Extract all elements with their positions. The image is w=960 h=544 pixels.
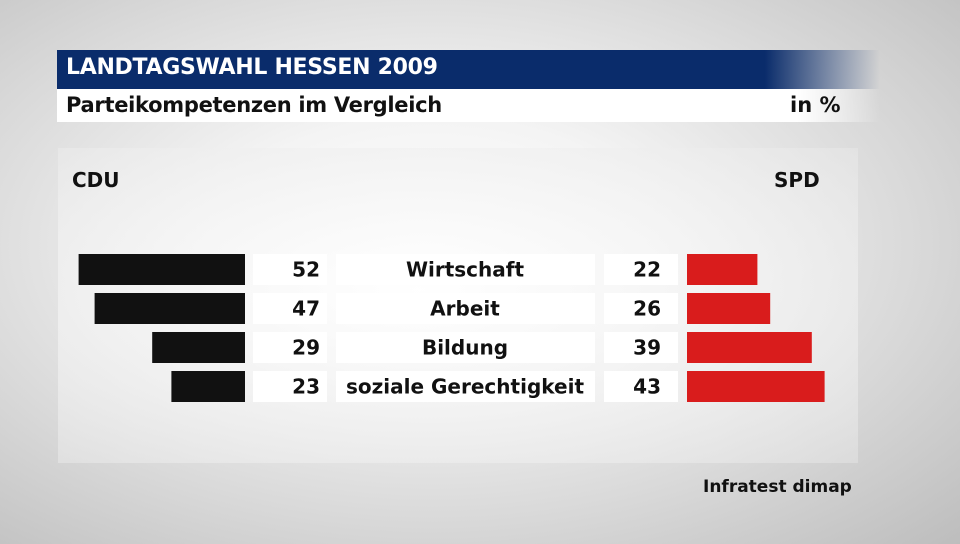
value-box-cdu (253, 371, 327, 402)
bar-cdu (94, 293, 245, 324)
category-label: Arbeit (430, 297, 500, 321)
value-box-cdu (253, 332, 327, 363)
chart-title: LANDTAGSWAHL HESSEN 2009 (66, 55, 438, 80)
value-label-cdu: 23 (292, 375, 320, 399)
value-box-spd (604, 293, 678, 324)
category-box (336, 293, 595, 324)
value-label-spd: 26 (633, 297, 661, 321)
value-label-spd: 39 (633, 336, 661, 360)
bar-spd (687, 293, 771, 324)
value-label-spd: 43 (633, 375, 661, 399)
bar-spd (687, 371, 825, 402)
category-box (336, 332, 595, 363)
value-label-cdu: 29 (292, 336, 320, 360)
value-label-cdu: 47 (292, 297, 320, 321)
category-label: Bildung (422, 336, 508, 360)
bar-cdu (78, 254, 245, 285)
bar-spd (687, 332, 812, 363)
category-box (336, 371, 595, 402)
title-bar (57, 50, 880, 89)
category-box (336, 254, 595, 285)
source-label: Infratest dimap (703, 477, 852, 497)
left-series-label: CDU (72, 168, 120, 192)
category-label: soziale Gerechtigkeit (346, 375, 584, 399)
subtitle-bar (57, 89, 880, 122)
value-box-spd (604, 371, 678, 402)
value-label-cdu: 52 (292, 258, 320, 282)
right-series-label: SPD (774, 168, 820, 192)
value-box-spd (604, 332, 678, 363)
value-box-cdu (253, 293, 327, 324)
unit-label: in % (790, 93, 841, 117)
value-box-spd (604, 254, 678, 285)
category-label: Wirtschaft (406, 258, 525, 282)
bar-spd (687, 254, 758, 285)
chart-subtitle: Parteikompetenzen im Vergleich (66, 93, 442, 117)
value-box-cdu (253, 254, 327, 285)
bar-cdu (171, 371, 245, 402)
bar-cdu (152, 332, 245, 363)
value-label-spd: 22 (633, 258, 661, 282)
